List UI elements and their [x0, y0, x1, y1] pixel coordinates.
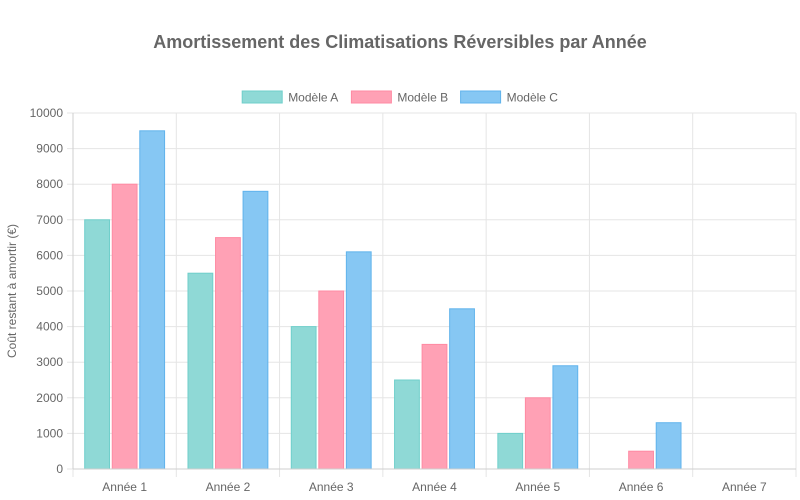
y-tick-label: 6000 [36, 248, 63, 262]
legend-label: Modèle B [397, 91, 448, 105]
y-axis-title: Coût restant à amortir (€) [5, 224, 19, 358]
y-tick-label: 1000 [36, 426, 63, 440]
x-tick-label: Année 3 [309, 480, 354, 494]
bar-mod-le-c-ann-e-2[interactable] [242, 190, 269, 470]
legend-item[interactable]: Modèle B [350, 90, 448, 105]
bar-mod-le-c-ann-e-1[interactable] [139, 130, 166, 470]
y-tick-label: 7000 [36, 213, 63, 227]
y-tick-label: 3000 [36, 355, 63, 369]
y-tick-label: 8000 [36, 177, 63, 191]
bars [84, 130, 682, 470]
bar-mod-le-a-ann-e-2[interactable] [187, 272, 214, 470]
bar-mod-le-b-ann-e-1[interactable] [111, 183, 138, 470]
x-tick-label: Année 1 [102, 480, 147, 494]
legend-swatch [350, 90, 392, 104]
x-tick-label: Année 6 [619, 480, 664, 494]
bar-mod-le-a-ann-e-5[interactable] [497, 432, 524, 470]
bar-mod-le-a-ann-e-4[interactable] [394, 379, 420, 470]
axes: 0 1000 2000 3000 4000 5000 6000 7000 8000 9000 100… [30, 106, 796, 494]
y-tick-label: 4000 [36, 320, 63, 334]
legend-swatch [241, 90, 283, 104]
bar-mod-le-b-ann-e-4[interactable] [421, 343, 448, 470]
bar-mod-le-b-ann-e-2[interactable] [215, 237, 241, 470]
legend-label: Modèle C [507, 91, 559, 105]
x-tick-label: Année 7 [722, 480, 767, 494]
bar-mod-le-b-ann-e-3[interactable] [318, 290, 345, 470]
legend-item[interactable]: Modèle A [241, 90, 338, 105]
x-tick-label: Année 2 [206, 480, 251, 494]
x-tick-label: Année 4 [412, 480, 457, 494]
bar-mod-le-c-ann-e-5[interactable] [552, 365, 579, 470]
bar-mod-le-a-ann-e-3[interactable] [290, 326, 317, 470]
legend-item[interactable]: Modèle C [460, 90, 559, 105]
chart-title: Amortissement des Climatisations Réversi… [153, 32, 647, 52]
x-tick-label: Année 5 [515, 480, 560, 494]
bar-mod-le-b-ann-e-5[interactable] [524, 397, 551, 470]
y-tick-label: 10000 [30, 106, 64, 120]
bar-mod-le-c-ann-e-4[interactable] [449, 308, 475, 470]
bar-mod-le-c-ann-e-6[interactable] [655, 422, 682, 470]
bar-mod-le-c-ann-e-3[interactable] [345, 251, 372, 470]
bar-mod-le-a-ann-e-1[interactable] [84, 219, 110, 470]
y-tick-label: 2000 [36, 391, 63, 405]
bar-mod-le-b-ann-e-6[interactable] [628, 450, 654, 470]
legend[interactable]: Modèle A Modèle B Modèle C [241, 90, 559, 105]
y-tick-label: 9000 [36, 142, 63, 156]
y-tick-label: 5000 [36, 284, 63, 298]
y-tick-label: 0 [56, 462, 63, 476]
legend-label: Modèle A [288, 91, 338, 105]
legend-swatch [460, 90, 502, 104]
